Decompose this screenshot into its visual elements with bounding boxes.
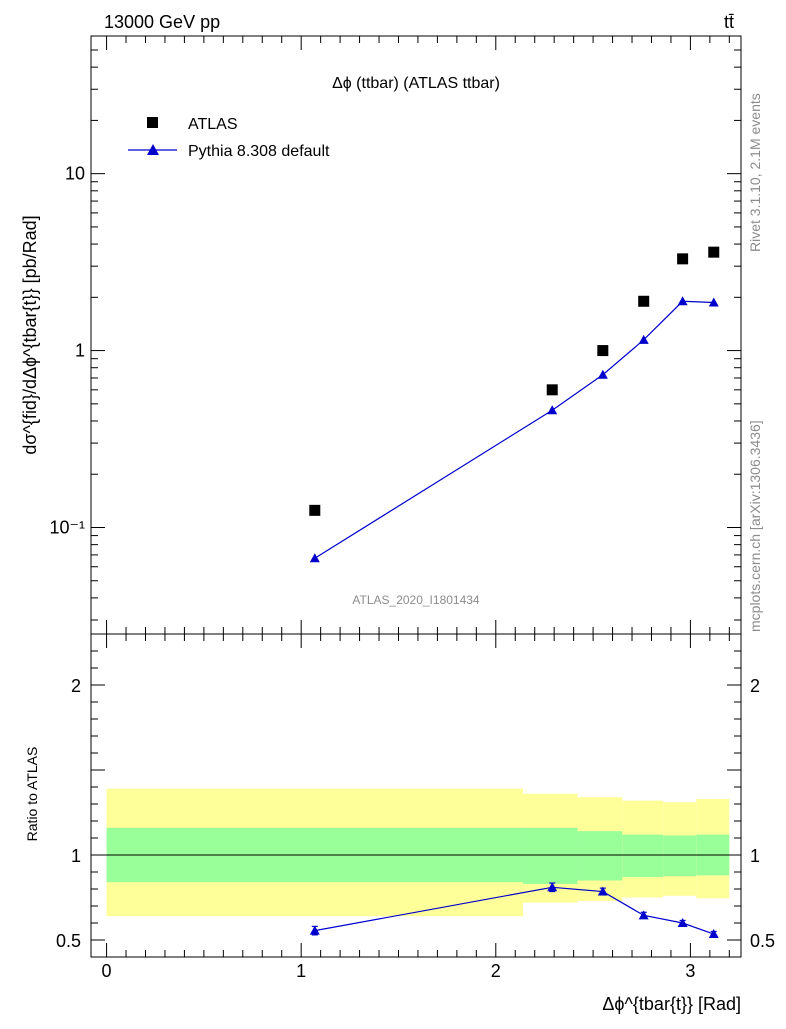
mc-point <box>597 369 608 379</box>
legend-mc-marker <box>147 144 159 155</box>
main-axes-ticks <box>91 35 741 634</box>
mc-point <box>309 553 320 563</box>
ratio-ytick-labels: 0.5 0.5 1 1 2 2 <box>56 676 775 951</box>
process-label: tt̄ <box>724 12 734 32</box>
ratio-frame <box>90 633 742 958</box>
legend: ATLAS Pythia 8.308 default <box>128 116 330 160</box>
ratio-ylabel: Ratio to ATLAS <box>24 747 40 842</box>
data-point <box>546 384 558 396</box>
data-point <box>309 504 321 516</box>
main-ytick-label: 1 <box>75 341 85 361</box>
mcplots-label: mcplots.cern.ch [arXiv:1306.3436] <box>747 420 763 632</box>
main-ytick-label: 10⁻¹ <box>49 517 85 537</box>
ratio-panel: Ratio to ATLAS 0.5 0.5 1 1 2 2 0 1 2 3 Δϕ^{tbar{… <box>24 633 775 1014</box>
data-point <box>597 345 609 357</box>
ratio-ytick-label-right: 0.5 <box>750 931 775 951</box>
mc-point <box>677 296 688 306</box>
ratio-mc-point <box>638 910 649 920</box>
data-point <box>708 246 720 258</box>
legend-data-marker <box>147 117 158 128</box>
analysis-watermark: ATLAS_2020_I1801434 <box>352 593 480 607</box>
ratio-ytick-label-left: 0.5 <box>56 931 81 951</box>
data-point <box>638 295 650 307</box>
legend-data-label: ATLAS <box>188 116 238 133</box>
main-ylabel: dσ^{fid}/dΔϕ^{tbar{t}} [pb/Rad] <box>20 215 40 454</box>
ratio-mc-line <box>314 886 714 935</box>
ratio-band-inner <box>622 834 664 878</box>
mc-point <box>638 334 649 344</box>
ratio-ytick-label-right: 2 <box>750 676 760 696</box>
ratio-xtick-label: 1 <box>296 961 306 981</box>
ratio-mc-point <box>597 886 608 896</box>
ratio-mc-point <box>708 929 719 939</box>
ratio-xtick-label: 3 <box>685 961 695 981</box>
ratio-axes-ticks <box>91 634 741 958</box>
ratio-mc-point <box>677 918 688 927</box>
ratio-band-inner <box>663 835 697 877</box>
ratio-xtick-labels: 0 1 2 3 <box>102 961 696 981</box>
mc-line <box>314 300 714 559</box>
mc-series <box>309 296 719 563</box>
ratio-band-inner <box>523 827 578 884</box>
ratio-ytick-label-right: 1 <box>750 846 760 866</box>
ratio-uncertainty-bands <box>106 788 730 917</box>
main-title: Δϕ (ttbar) (ATLAS ttbar) <box>332 75 500 92</box>
ratio-xtick-label: 2 <box>491 961 501 981</box>
ratio-mc-point <box>309 925 320 935</box>
data-point <box>677 253 689 265</box>
ratio-mc-point <box>547 882 558 892</box>
ratio-mc-series <box>309 882 719 939</box>
x-axis-label: Δϕ^{tbar{t}} [Rad] <box>602 994 741 1014</box>
mc-point <box>708 297 719 307</box>
main-ytick-labels: 10⁻¹ 1 10 <box>49 164 85 538</box>
legend-mc-label: Pythia 8.308 default <box>188 143 330 160</box>
main-ylabel-text: dσ^{fid}/dΔϕ^{tbar{t}} [pb/Rad] <box>20 215 40 454</box>
ratio-ytick-label-left: 1 <box>71 846 81 866</box>
ratio-ytick-label-left: 2 <box>71 676 81 696</box>
ratio-xtick-label: 0 <box>102 961 112 981</box>
main-ytick-label: 10 <box>65 164 85 184</box>
main-panel: Δϕ (ttbar) (ATLAS ttbar) ATLAS_2020_I180… <box>20 35 742 635</box>
data-series <box>309 246 720 516</box>
energy-label: 13000 GeV pp <box>104 12 220 32</box>
mc-point <box>547 405 558 415</box>
ratio-band-inner <box>577 831 623 881</box>
rivet-version-label: Rivet 3.1.10, 2.1M events <box>747 93 763 252</box>
